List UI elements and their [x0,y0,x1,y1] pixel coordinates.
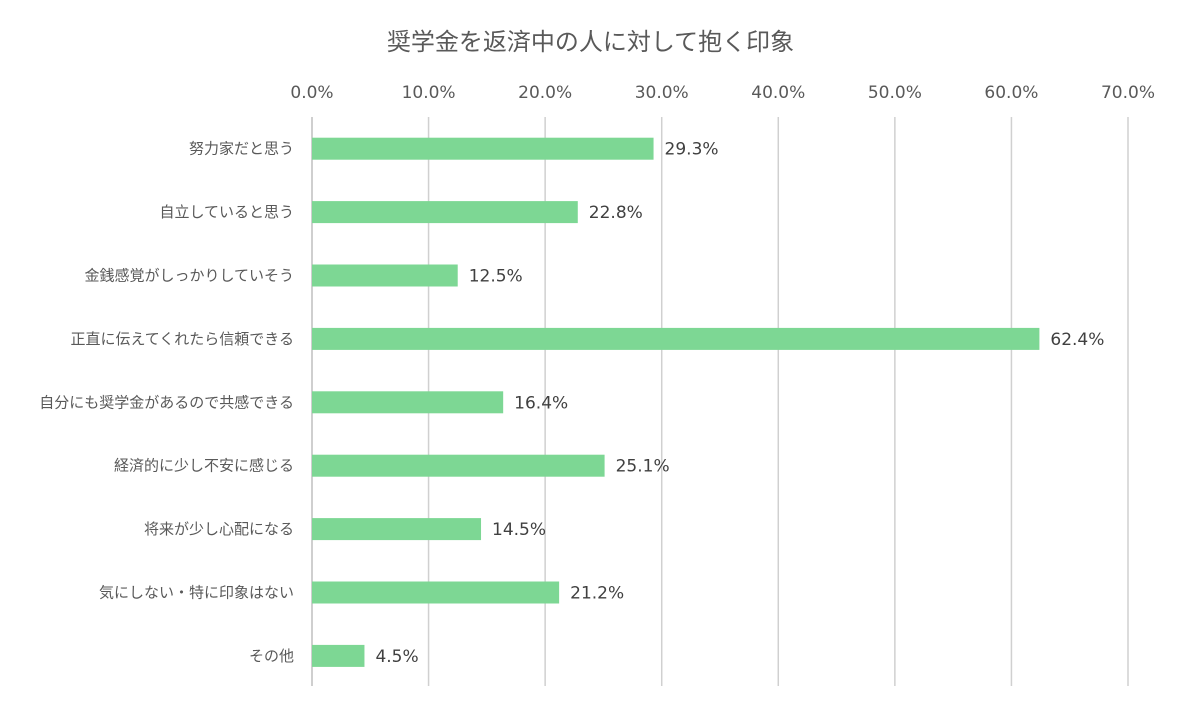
data-label: 16.4% [514,393,568,413]
bar [312,518,482,541]
x-tick-label: 60.0% [984,83,1038,103]
category-label: 正直に伝えてくれたら信頼できる [70,330,294,348]
category-label: 自立していると思う [159,203,294,221]
category-label: 経済的に少し不安に感じる [114,457,294,475]
x-tick-label: 0.0% [290,83,333,103]
chart-title: 奨学金を返済中の人に対して抱く印象 [386,28,795,56]
data-label: 14.5% [492,520,546,540]
category-label: 金銭感覚がしっかりしていそう [84,267,294,285]
x-tick-label: 30.0% [635,83,689,103]
x-tick-label: 20.0% [518,83,572,103]
data-label: 62.4% [1050,330,1104,350]
category-label: 気にしない・特に印象はない [99,584,294,602]
bars [312,137,1040,667]
bar [312,454,605,477]
category-label: 自分にも奨学金があるので共感できる [39,393,294,411]
data-labels: 29.3% 22.8% 12.5% 62.4% 16.4% 25.1% 14.5% 21.2%… [375,140,1104,667]
data-label: 29.3% [665,140,719,160]
x-axis-ticks: 0.0% 10.0% 20.0% 30.0% 40.0% 50.0% 60.0% 70.0% [290,83,1155,103]
bar [312,327,1040,350]
category-label: その他 [249,647,294,665]
category-label: 努力家だと思う [189,140,294,158]
x-tick-label: 50.0% [868,83,922,103]
bar [312,644,365,667]
bar [312,581,560,604]
data-label: 21.2% [570,584,624,604]
bar [312,264,458,287]
x-tick-label: 70.0% [1101,83,1155,103]
data-label: 25.1% [616,457,670,477]
data-label: 4.5% [375,647,418,667]
data-label: 12.5% [469,267,523,287]
category-label: 将来が少し心配になる [144,520,294,538]
bar [312,201,578,224]
bar [312,391,504,414]
x-tick-label: 40.0% [751,83,805,103]
x-tick-label: 10.0% [402,83,456,103]
category-labels: 努力家だと思う自立していると思う金銭感覚がしっかりしていそう正直に伝えてくれたら… [39,140,294,665]
bar [312,137,654,160]
data-label: 22.8% [589,203,643,223]
